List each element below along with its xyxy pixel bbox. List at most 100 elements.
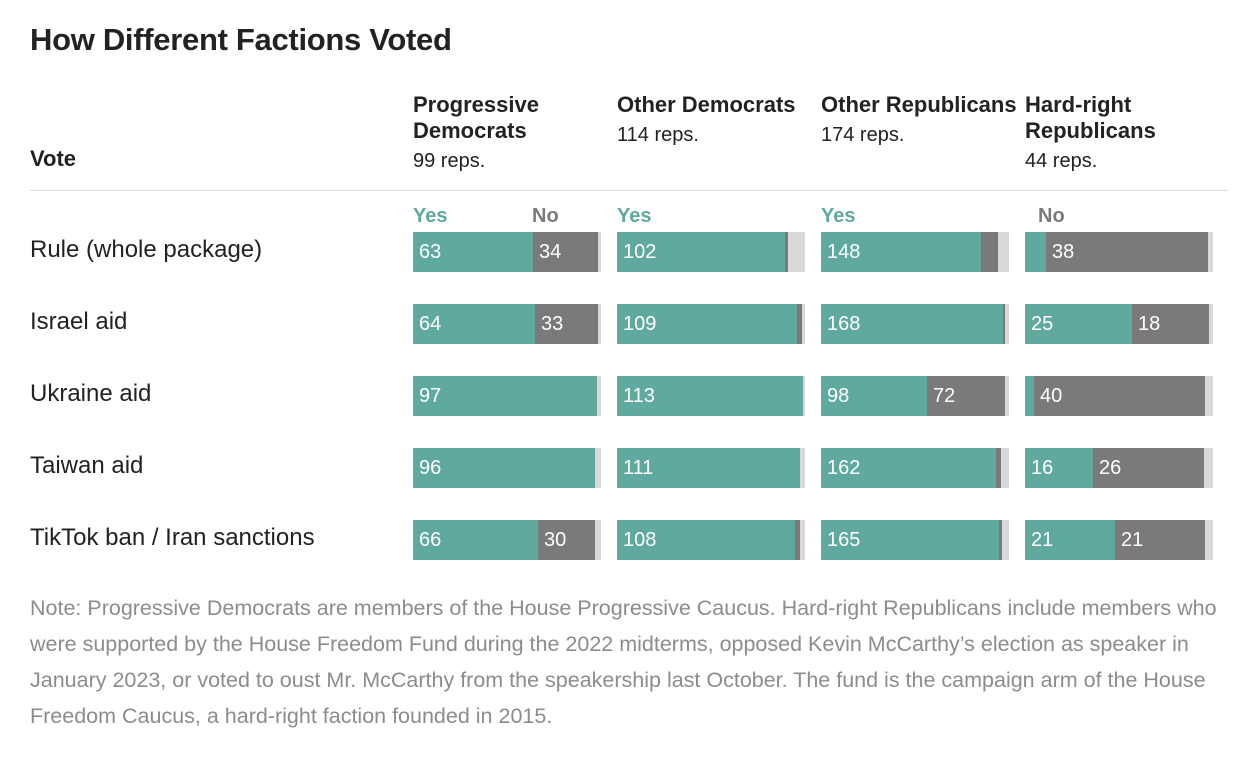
bar-value-label-no: 33: [541, 313, 564, 335]
bar-segment-no: [785, 232, 788, 272]
group-header-progressive-democrats: Progressive Democrats 99 reps.: [413, 92, 613, 174]
group-name: Hard-right Republicans: [1025, 92, 1156, 143]
bar-segment-yes: [821, 448, 996, 488]
stacked-bar: 63 34: [413, 232, 601, 272]
bar-segment-yes: [1025, 520, 1115, 560]
stacked-bar: 66 30: [413, 520, 601, 560]
group-name: Progressive Democrats: [413, 92, 539, 143]
stacked-bar: 162: [821, 448, 1009, 488]
bar-segment-yes: [617, 376, 803, 416]
bar-segment-no: [797, 304, 802, 344]
bar-segment-yes: [617, 448, 800, 488]
bar-segment-no: [533, 232, 598, 272]
bar-segment-yes: [821, 520, 999, 560]
bar-segment-yes: [1025, 304, 1132, 344]
bar-value-label-yes: 96: [419, 457, 442, 479]
stacked-bar: 102: [617, 232, 805, 272]
bar-value-label-yes: 16: [1031, 457, 1054, 479]
bar-segment-no: [999, 520, 1002, 560]
stacked-bar: 148: [821, 232, 1009, 272]
stacked-bar: 108: [617, 520, 805, 560]
row-label-rule: Rule (whole package): [30, 236, 263, 263]
stacked-bar: 168: [821, 304, 1009, 344]
bar-value-label-yes: 64: [419, 313, 442, 335]
group-count: 44 reps.: [1025, 150, 1098, 172]
bar-value-label-yes: 108: [623, 529, 657, 551]
bar-segment-no: [996, 448, 1001, 488]
bar-value-label-no: 38: [1052, 241, 1075, 263]
bar-value-label-yes: 162: [827, 457, 861, 479]
bar-value-label-yes: 97: [419, 385, 442, 407]
stacked-bar: 98 72: [821, 376, 1009, 416]
bar-segment-yes: [821, 304, 1003, 344]
stacked-bar: 16 26: [1025, 448, 1213, 488]
bar-segment-no: [927, 376, 1005, 416]
row-label-ukraine-aid: Ukraine aid: [30, 380, 152, 407]
group-header-other-republicans: Other Republicans 174 reps.: [821, 92, 1021, 148]
bar-segment-yes: [413, 448, 595, 488]
stacked-bar: 21 21: [1025, 520, 1213, 560]
group-header-hard-right-republicans: Hard-right Republicans 44 reps.: [1025, 92, 1225, 174]
row-label-tiktok-iran: TikTok ban / Iran sanctions: [30, 524, 315, 551]
bar-segment-yes: [617, 232, 785, 272]
group-count: 99 reps.: [413, 150, 486, 172]
bar-segment-no: [795, 520, 800, 560]
bar-value-label-no: 26: [1099, 457, 1122, 479]
bar-segment-no: [538, 520, 595, 560]
bar-segment-yes: [413, 520, 538, 560]
row-label-taiwan-aid: Taiwan aid: [30, 452, 144, 479]
stacked-bar: 40: [1025, 376, 1213, 416]
bar-value-label-no: 40: [1040, 385, 1063, 407]
bar-segment-yes: [413, 304, 535, 344]
bar-segment-yes: [413, 232, 533, 272]
stacked-bar: 165: [821, 520, 1009, 560]
bar-segment-yes: [821, 232, 981, 272]
bar-value-label-yes: 25: [1031, 313, 1054, 335]
row-label-israel-aid: Israel aid: [30, 308, 128, 335]
stacked-bar: 109: [617, 304, 805, 344]
legend-no: No: [532, 205, 559, 227]
group-name: Other Democrats: [617, 92, 796, 117]
bar-segment-yes: [1025, 376, 1034, 416]
chart-title: How Different Factions Voted: [30, 22, 452, 57]
bar-value-label-yes: 111: [623, 457, 654, 479]
bar-value-label-yes: 113: [623, 385, 655, 407]
bar-value-label-yes: 63: [419, 241, 442, 263]
stacked-bar: 64 33: [413, 304, 601, 344]
bar-value-label-yes: 98: [827, 385, 850, 407]
stacked-bar: 97: [413, 376, 601, 416]
vote-column-header: Vote: [30, 146, 77, 171]
bar-segment-no: [1115, 520, 1205, 560]
legend-yes: Yes: [617, 205, 652, 227]
bar-value-label-yes: 21: [1031, 529, 1054, 551]
bar-segment-yes: [617, 304, 797, 344]
stacked-bar: 25 18: [1025, 304, 1213, 344]
stacked-bar: 113: [617, 376, 805, 416]
bar-value-label-yes: 165: [827, 529, 861, 551]
legend-yes: Yes: [821, 205, 856, 227]
bar-segment-no: [1034, 376, 1205, 416]
bar-value-label-no: 18: [1138, 313, 1161, 335]
group-count: 114 reps.: [617, 124, 699, 146]
bar-segment-no: [1093, 448, 1204, 488]
legend-yes: Yes: [413, 205, 448, 227]
bar-value-label-yes: 148: [827, 241, 861, 263]
bar-segment-yes: [1025, 232, 1046, 272]
bar-value-label-yes: 66: [419, 529, 442, 551]
bar-value-label-no: 72: [933, 385, 956, 407]
bar-value-label-no: 21: [1121, 529, 1144, 551]
stacked-bar: 111: [617, 448, 805, 488]
bar-value-label-yes: 102: [623, 241, 657, 263]
stacked-bar: 38: [1025, 232, 1213, 272]
bar-value-label-no: 34: [539, 241, 562, 263]
bar-segment-yes: [617, 520, 795, 560]
header-divider: [30, 190, 1228, 191]
bar-segment-yes: [1025, 448, 1093, 488]
group-header-other-democrats: Other Democrats 114 reps.: [617, 92, 817, 148]
bar-segment-no: [1132, 304, 1209, 344]
bar-segment-no: [535, 304, 598, 344]
bar-segment-yes: [413, 376, 597, 416]
legend-no: No: [1038, 205, 1065, 227]
bar-value-label-yes: 109: [623, 313, 657, 335]
bar-segment-yes: [821, 376, 927, 416]
